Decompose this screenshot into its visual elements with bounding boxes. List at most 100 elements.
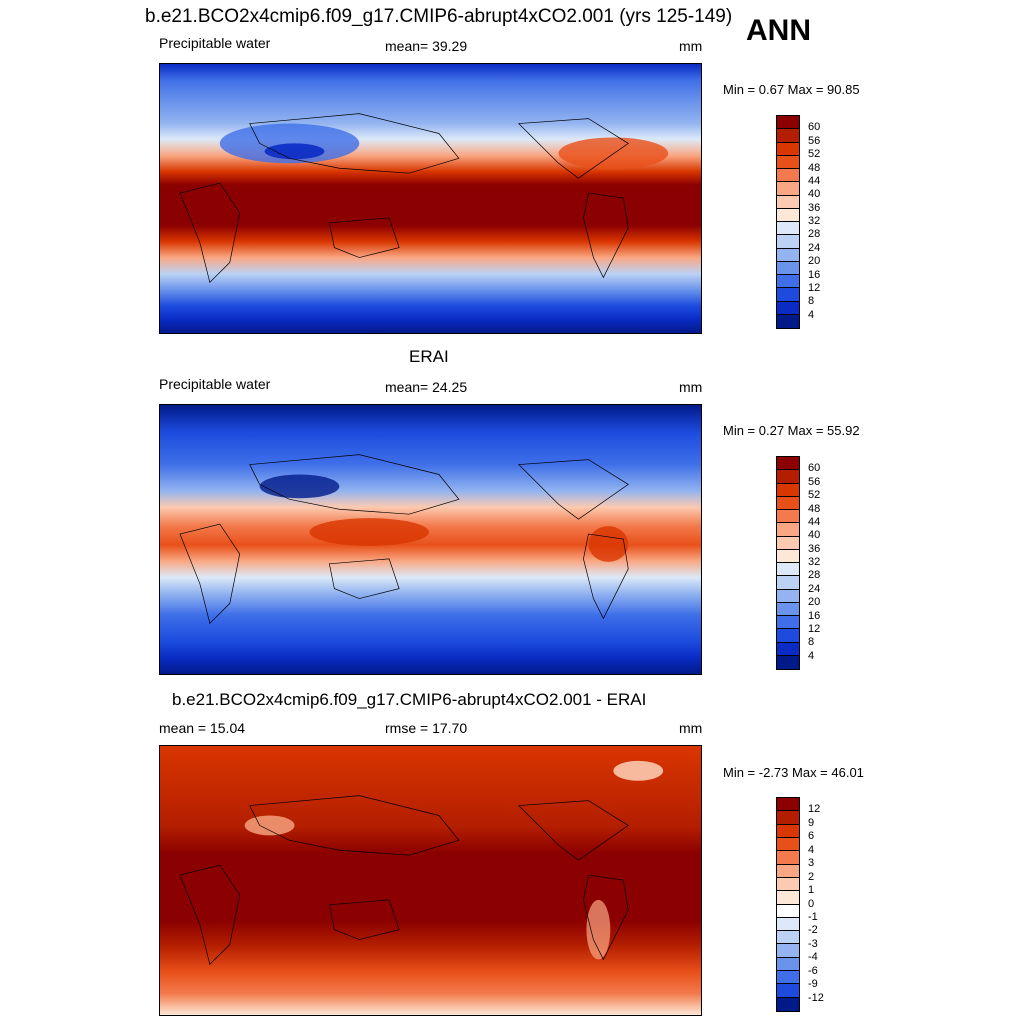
colorbar-swatch xyxy=(777,837,799,852)
colorbar-swatch xyxy=(777,629,799,643)
colorbar-tick-label: 24 xyxy=(808,582,821,595)
colorbar-swatch xyxy=(777,275,799,289)
colorbar-tick-label: 0 xyxy=(808,897,815,910)
figure-title: b.e21.BCO2x4cmip6.f09_g17.CMIP6-abrupt4x… xyxy=(145,6,733,27)
panel3-rmse: rmse = 17.70 xyxy=(385,720,468,736)
colorbar-swatch xyxy=(777,824,799,838)
colorbar-swatch xyxy=(777,563,799,577)
colorbar-tick-label: -2 xyxy=(808,924,818,937)
colorbar-tick-label: 16 xyxy=(808,609,821,622)
colorbar-swatch xyxy=(777,877,799,892)
colorbar-tick-label: 20 xyxy=(808,255,821,268)
colorbar-swatch xyxy=(777,971,799,985)
colorbar-tick-label: -12 xyxy=(808,991,824,1004)
colorbar-tick-label: -9 xyxy=(808,978,818,991)
colorbar-swatch xyxy=(777,917,799,932)
colorbar-swatch xyxy=(777,301,799,315)
colorbar-swatch xyxy=(777,483,799,497)
colorbar-swatch xyxy=(777,602,799,616)
panel1-variable-label: Precipitable water xyxy=(159,35,271,51)
colorbar-swatch xyxy=(777,496,799,510)
colorbar-swatch xyxy=(777,470,799,484)
colorbar-swatch xyxy=(777,549,799,563)
colorbar-tick-label: 8 xyxy=(808,636,815,649)
colorbar-swatch xyxy=(777,288,799,302)
colorbar-swatch xyxy=(777,261,799,275)
colorbar-tick-label: -3 xyxy=(808,937,818,950)
colorbar-tick-label: 52 xyxy=(808,489,821,502)
colorbar-swatch xyxy=(777,655,799,669)
colorbar-tick-label: -6 xyxy=(808,964,818,977)
colorbar-swatch xyxy=(777,576,799,590)
panel3-colorbar xyxy=(776,797,800,1012)
colorbar-tick-label: 16 xyxy=(808,268,821,281)
colorbar-swatch xyxy=(777,510,799,524)
colorbar-swatch xyxy=(777,997,799,1011)
panel2-units: mm xyxy=(679,379,703,395)
colorbar-tick-label: 44 xyxy=(808,174,821,187)
colorbar-tick-label: 28 xyxy=(808,228,821,241)
colorbar-swatch xyxy=(777,944,799,958)
colorbar-swatch xyxy=(777,891,799,905)
colorbar-tick-label: 4 xyxy=(808,843,815,856)
colorbar-tick-label: 32 xyxy=(808,556,821,568)
colorbar-tick-label: 40 xyxy=(808,188,821,201)
colorbar-tick-label: 8 xyxy=(808,295,815,308)
colorbar-swatch xyxy=(777,155,799,169)
colorbar-swatch xyxy=(777,957,799,972)
colorbar-swatch xyxy=(777,589,799,603)
colorbar-tick-label: 32 xyxy=(808,215,821,227)
colorbar-tick-label: 40 xyxy=(808,529,821,542)
panel3-map-svg xyxy=(160,746,701,1015)
colorbar-tick-label: 28 xyxy=(808,569,821,582)
colorbar-tick-label: 24 xyxy=(808,241,821,254)
colorbar-swatch xyxy=(777,314,799,328)
colorbar-tick-label: 56 xyxy=(808,475,821,488)
colorbar-swatch xyxy=(777,798,799,812)
colorbar-swatch xyxy=(777,248,799,262)
panel1-mean: mean= 39.29 xyxy=(385,38,468,54)
colorbar-swatch xyxy=(777,616,799,630)
panel3-minmax: Min = -2.73 Max = 46.01 xyxy=(723,765,864,780)
colorbar-tick-label: 12 xyxy=(808,281,821,294)
colorbar-swatch xyxy=(777,116,799,130)
panel3-mean: mean = 15.04 xyxy=(159,720,246,736)
colorbar-swatch xyxy=(777,235,799,249)
colorbar-swatch xyxy=(777,864,799,878)
colorbar-tick-label: -1 xyxy=(808,910,818,923)
colorbar-swatch xyxy=(777,851,799,865)
colorbar-tick-label: 12 xyxy=(808,622,821,635)
colorbar-swatch xyxy=(777,904,799,918)
panel1-map-svg xyxy=(160,64,701,333)
panel2-map-svg xyxy=(160,405,701,674)
colorbar-tick-label: 48 xyxy=(808,502,821,515)
colorbar-tick-label: 60 xyxy=(808,462,821,475)
colorbar-swatch xyxy=(777,195,799,209)
panel2-variable-label: Precipitable water xyxy=(159,376,271,392)
colorbar-swatch xyxy=(777,142,799,156)
colorbar-tick-label: 12 xyxy=(808,803,821,816)
colorbar-tick-label: 2 xyxy=(808,870,815,883)
panel3-units: mm xyxy=(679,720,703,736)
colorbar-tick-label: 1 xyxy=(808,884,815,897)
colorbar-swatch xyxy=(777,208,799,222)
panel3-map xyxy=(159,745,702,1016)
panel2-mean: mean= 24.25 xyxy=(385,379,468,395)
colorbar-tick-label: 6 xyxy=(808,830,815,843)
colorbar-tick-label: 4 xyxy=(808,308,815,321)
colorbar-swatch xyxy=(777,984,799,998)
colorbar-tick-label: 52 xyxy=(808,148,821,161)
panel2-map xyxy=(159,404,702,675)
colorbar-swatch xyxy=(777,129,799,143)
season-label: ANN xyxy=(746,14,811,47)
colorbar-tick-label: 36 xyxy=(808,201,821,214)
colorbar-tick-label: 48 xyxy=(808,161,821,174)
colorbar-swatch xyxy=(777,536,799,550)
colorbar-tick-label: 9 xyxy=(808,816,815,829)
colorbar-tick-label: 20 xyxy=(808,596,821,609)
panel2-colorbar xyxy=(776,456,800,670)
colorbar-tick-label: 56 xyxy=(808,134,821,147)
panel1-map xyxy=(159,63,702,334)
colorbar-swatch xyxy=(777,182,799,196)
colorbar-swatch xyxy=(777,222,799,236)
